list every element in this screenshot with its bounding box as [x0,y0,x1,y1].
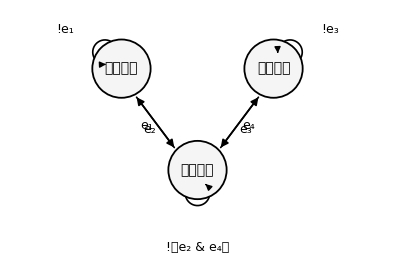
Text: e₃: e₃ [239,123,252,136]
Circle shape [245,40,303,98]
Text: e₁: e₁ [141,119,153,132]
Text: e₂: e₂ [143,123,156,136]
Circle shape [92,40,150,98]
Text: 车身中位: 车身中位 [181,163,214,177]
Text: !e₁: !e₁ [56,23,74,36]
Text: 车身低位: 车身低位 [105,62,138,76]
Text: 车身高位: 车身高位 [257,62,290,76]
Circle shape [168,141,227,199]
Text: !（e₂ & e₄）: !（e₂ & e₄） [166,241,229,254]
Text: e₄: e₄ [242,119,254,132]
Text: !e₃: !e₃ [321,23,339,36]
